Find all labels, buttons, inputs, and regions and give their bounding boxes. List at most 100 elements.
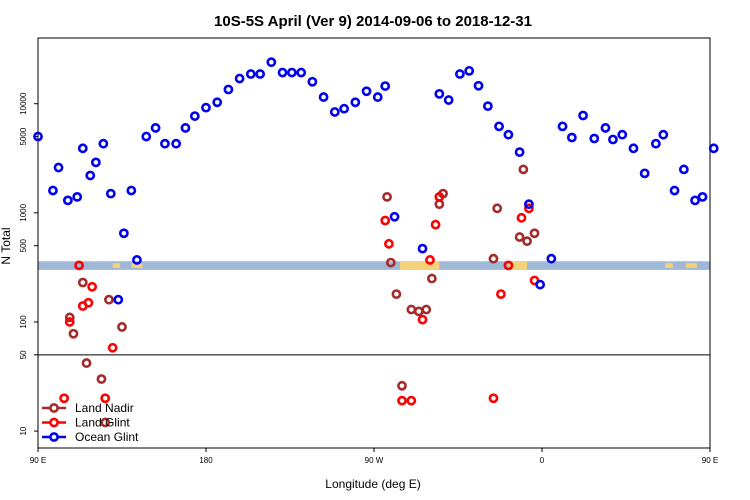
data-point [482, 101, 493, 112]
data-point [397, 395, 407, 406]
data-point [64, 317, 75, 327]
data-point [77, 143, 88, 154]
data-point [492, 203, 503, 214]
data-point [678, 164, 689, 175]
data-point [201, 102, 211, 113]
data-point [389, 211, 400, 222]
data-point [697, 191, 708, 202]
data-point [385, 257, 396, 268]
data-point [160, 138, 170, 149]
land-segment [112, 263, 121, 268]
land-segment [508, 261, 528, 270]
data-point [117, 322, 127, 332]
legend-entry: Land Glint [42, 416, 130, 430]
data-point [524, 199, 534, 210]
data-point [514, 147, 525, 158]
data-point [473, 80, 484, 91]
data-point [628, 143, 639, 154]
data-point [708, 143, 719, 154]
data-point [339, 103, 350, 114]
data-point [397, 380, 407, 391]
data-point [650, 138, 661, 149]
data-point [245, 69, 256, 79]
x-axis-label: Longitude (deg E) [325, 477, 420, 491]
y-tick-label: 500 [19, 238, 28, 252]
data-point [566, 132, 577, 143]
data-point [425, 255, 435, 265]
data-point [296, 67, 307, 78]
data-point [118, 228, 129, 239]
data-point [516, 212, 527, 223]
data-point [361, 86, 372, 97]
data-point [150, 123, 161, 133]
data-point [132, 255, 142, 265]
data-point [141, 131, 152, 142]
legend-marker [49, 403, 59, 413]
legend-entry: Land Nadir [42, 401, 134, 415]
data-point [421, 304, 432, 315]
y-axis: 10 50 100 500 1000 5000 10000 [19, 92, 38, 436]
data-point [223, 84, 234, 95]
y-tick-label: 1000 [19, 203, 28, 221]
data-point [522, 236, 532, 247]
data-point [434, 191, 445, 202]
legend-marker [49, 432, 59, 442]
x-tick-label: 90 E [702, 456, 718, 465]
data-point [59, 393, 70, 404]
data-point [488, 253, 499, 264]
data-point [382, 191, 392, 202]
data-point [417, 314, 428, 325]
data-point [380, 215, 391, 226]
data-point [350, 97, 361, 108]
data-point [68, 328, 79, 339]
ocean-band [38, 261, 710, 270]
data-point [380, 81, 391, 91]
data-point [617, 129, 628, 140]
data-point [434, 88, 445, 99]
data-point [518, 164, 529, 175]
data-point [430, 219, 441, 230]
data-point [406, 395, 417, 406]
data-point [98, 138, 109, 149]
data-point [77, 277, 88, 288]
data-point [384, 238, 394, 249]
x-tick-label: 90 E [30, 456, 46, 465]
data-point [503, 260, 514, 271]
x-tick-label: 90 W [365, 456, 384, 465]
data-point [74, 260, 84, 271]
data-point [85, 170, 96, 181]
series-ocean-glint [33, 57, 719, 305]
data-point [658, 129, 669, 140]
legend-entry: Ocean Glint [42, 430, 139, 444]
data-point [104, 294, 114, 305]
data-point [53, 162, 64, 173]
data-point [180, 123, 191, 133]
data-point [33, 131, 43, 142]
data-point [81, 358, 92, 368]
land-segment [131, 263, 143, 268]
y-tick-label: 10000 [19, 92, 28, 115]
data-point [266, 57, 277, 68]
data-point [503, 129, 514, 140]
data-point [690, 195, 700, 206]
data-point [496, 289, 506, 300]
land-segment [685, 263, 697, 268]
data-point [524, 203, 534, 214]
data-point [669, 185, 680, 196]
data-point [413, 306, 424, 317]
data-point [318, 92, 329, 102]
y-axis-label: N Total [0, 227, 13, 264]
data-point [600, 123, 611, 133]
data-point [48, 185, 58, 196]
data-point [307, 76, 318, 87]
data-point [255, 69, 266, 79]
y-tick-label: 5000 [19, 127, 28, 145]
chart-title: 10S-5S April (Ver 9) 2014-09-06 to 2018-… [214, 13, 532, 30]
data-point [329, 107, 340, 117]
data-point [514, 232, 525, 242]
data-point [391, 289, 402, 300]
data-point [488, 393, 499, 404]
